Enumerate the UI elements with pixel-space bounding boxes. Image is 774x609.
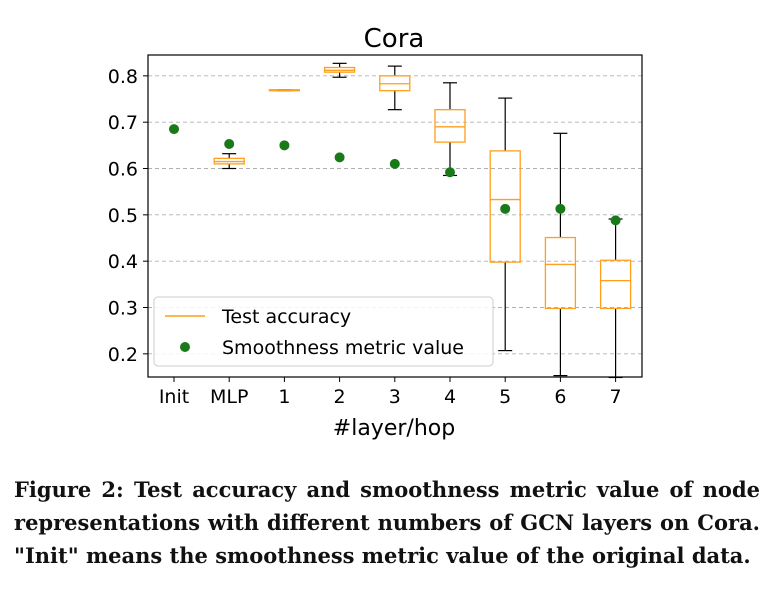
y-tick-label: 0.2 (108, 344, 138, 366)
y-tick-label: 0.4 (108, 251, 138, 273)
box-iqr (489, 150, 521, 263)
smoothness-point (610, 215, 621, 226)
x-tick-label: 3 (389, 386, 401, 408)
x-tick-label: Init (159, 386, 189, 408)
y-tick-label: 0.8 (108, 66, 138, 88)
smoothness-point (389, 158, 400, 169)
x-tick-label: 7 (610, 386, 622, 408)
legend-smoothness-label: Smoothness metric value (222, 337, 464, 359)
y-tick-label: 0.7 (108, 112, 138, 134)
accuracy-box (434, 82, 466, 177)
y-tick-label: 0.3 (108, 298, 138, 320)
accuracy-box (213, 153, 245, 170)
plot-area (169, 62, 632, 379)
figure-caption: Figure 2: Test accuracy and smoothness m… (14, 477, 760, 568)
box-plot-chart: Cora 0.2 0.3 0.4 0.5 0.6 0.7 0.8 Init MLP 1 2 3 4 5 6 7… (108, 24, 643, 441)
x-tick-label: 6 (554, 386, 566, 408)
axes: 0.2 0.3 0.4 0.5 0.6 0.7 0.8 Init MLP 1 2 3 4 5 6 7 (108, 66, 622, 408)
accuracy-box (489, 97, 521, 352)
x-tick-label: MLP (210, 386, 248, 408)
legend-smoothness-swatch (180, 342, 190, 352)
smoothness-point (445, 167, 455, 178)
smoothness-point (224, 138, 235, 149)
smoothness-point (500, 203, 511, 214)
x-tick-label: 1 (278, 386, 290, 408)
smoothness-point (334, 152, 345, 163)
legend: Test accuracy Smoothness metric value (153, 296, 494, 367)
smoothness-point (169, 124, 179, 135)
y-tick-label: 0.6 (108, 159, 138, 181)
x-tick-label: 4 (444, 386, 456, 408)
accuracy-box (544, 132, 577, 377)
smoothness-point (279, 140, 290, 151)
smoothness-point (555, 203, 566, 214)
x-tick-label: 2 (334, 386, 346, 408)
legend-frame (153, 296, 494, 367)
box-iqr (544, 236, 577, 310)
box-iqr (599, 259, 632, 310)
accuracy-box (323, 62, 356, 78)
accuracy-box (268, 89, 301, 92)
accuracy-box (379, 65, 411, 111)
legend-accuracy-label: Test accuracy (221, 306, 351, 328)
box-iqr (434, 109, 466, 143)
x-axis-label: #layer/hop (333, 416, 455, 441)
x-tick-label: 5 (499, 386, 511, 408)
y-tick-label: 0.5 (108, 205, 138, 227)
chart-title: Cora (364, 24, 425, 54)
